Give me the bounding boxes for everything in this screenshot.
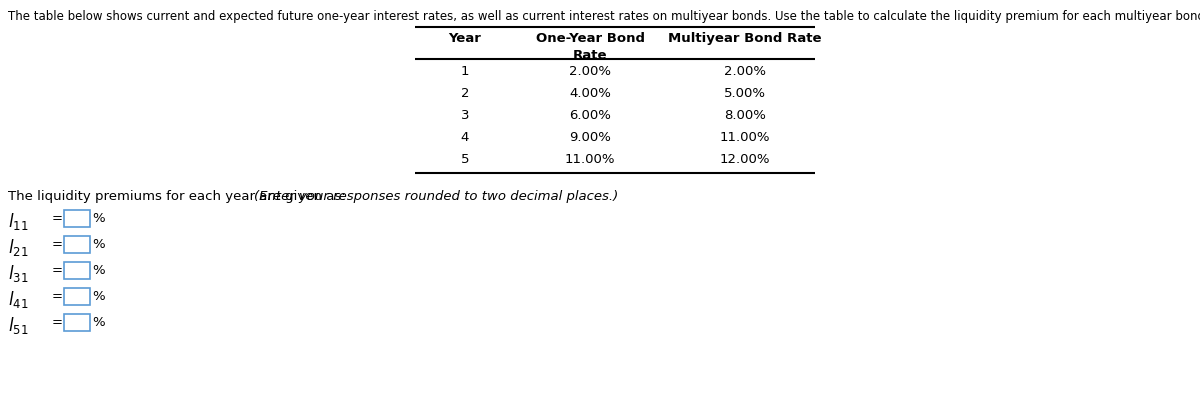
Text: =: =: [52, 289, 64, 302]
Text: One-Year Bond
Rate: One-Year Bond Rate: [535, 32, 644, 62]
Text: 9.00%: 9.00%: [569, 131, 611, 144]
Text: 4: 4: [461, 131, 469, 144]
Text: 5: 5: [461, 153, 469, 166]
Text: The liquidity premiums for each year are given as:: The liquidity premiums for each year are…: [8, 190, 350, 202]
Text: $\mathit{l}_{11}$: $\mathit{l}_{11}$: [8, 211, 29, 231]
Text: Year: Year: [449, 32, 481, 45]
FancyBboxPatch shape: [64, 262, 90, 279]
Text: Multiyear Bond Rate: Multiyear Bond Rate: [668, 32, 822, 45]
Text: 2.00%: 2.00%: [569, 65, 611, 78]
Text: =: =: [52, 211, 64, 224]
Text: %: %: [92, 211, 104, 224]
Text: %: %: [92, 263, 104, 276]
Text: =: =: [52, 263, 64, 276]
Text: 8.00%: 8.00%: [724, 109, 766, 122]
Text: 6.00%: 6.00%: [569, 109, 611, 122]
Text: =: =: [52, 237, 64, 250]
FancyBboxPatch shape: [64, 314, 90, 331]
Text: %: %: [92, 315, 104, 328]
Text: $\mathit{l}_{21}$: $\mathit{l}_{21}$: [8, 237, 29, 257]
Text: 1: 1: [461, 65, 469, 78]
Text: 5.00%: 5.00%: [724, 87, 766, 100]
FancyBboxPatch shape: [64, 237, 90, 254]
Text: $\mathit{l}_{41}$: $\mathit{l}_{41}$: [8, 288, 29, 309]
Text: =: =: [52, 315, 64, 328]
FancyBboxPatch shape: [64, 288, 90, 305]
Text: 2.00%: 2.00%: [724, 65, 766, 78]
Text: $\mathit{l}_{31}$: $\mathit{l}_{31}$: [8, 262, 29, 284]
Text: 11.00%: 11.00%: [720, 131, 770, 144]
Text: The table below shows current and expected future one-year interest rates, as we: The table below shows current and expect…: [8, 10, 1200, 23]
Text: %: %: [92, 289, 104, 302]
Text: (Enter your responses rounded to two decimal places.): (Enter your responses rounded to two dec…: [254, 190, 618, 202]
Text: 12.00%: 12.00%: [720, 153, 770, 166]
Text: $\mathit{l}_{51}$: $\mathit{l}_{51}$: [8, 314, 29, 335]
Text: 4.00%: 4.00%: [569, 87, 611, 100]
Text: 3: 3: [461, 109, 469, 122]
Text: %: %: [92, 237, 104, 250]
FancyBboxPatch shape: [64, 211, 90, 228]
Text: 2: 2: [461, 87, 469, 100]
Text: 11.00%: 11.00%: [565, 153, 616, 166]
